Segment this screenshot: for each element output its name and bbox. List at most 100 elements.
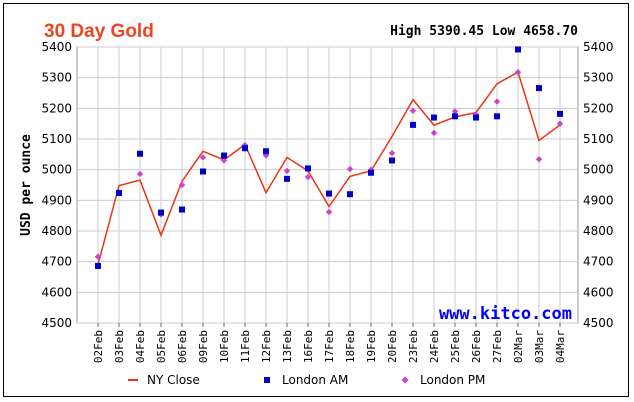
london-pm-point (304, 173, 312, 181)
london-am-point (515, 46, 521, 53)
ny-close-line (97, 70, 561, 265)
x-tick-label: 19Feb (365, 330, 378, 363)
london-pm-point (493, 98, 501, 105)
london-pm-point (388, 149, 396, 157)
y-tick-label-right: 4800 (583, 224, 614, 238)
x-tick-label: 18Feb (344, 330, 357, 363)
london-pm-point (94, 253, 102, 260)
london-am-point (179, 206, 185, 213)
y-tick-label-left: 4500 (41, 316, 72, 330)
x-tick-label: 10Feb (218, 330, 231, 363)
plot-area (76, 46, 579, 324)
london-am-point (389, 157, 395, 164)
y-tick-label-left: 4800 (41, 224, 72, 238)
y-axis-label: USD per ounce (19, 134, 34, 236)
london-pm-point (535, 156, 543, 163)
y-axis-left: 4500 4600 4700 4800 4900 5000 5100 5200 5300 5400 (41, 40, 72, 330)
london-am-point (284, 175, 290, 182)
x-axis: 02Feb 03Feb 04Feb 05Feb 06Feb 09Feb 10Feb 11Feb… (92, 323, 567, 363)
y-tick-label-left: 5000 (41, 163, 72, 177)
x-tick-label: 09Feb (197, 330, 210, 363)
x-tick-label: 12Feb (260, 330, 273, 363)
x-tick-label: 02Mar (512, 330, 525, 363)
london-pm-point (409, 107, 417, 114)
y-tick-label-right: 4600 (583, 285, 614, 299)
london-am-point (326, 190, 332, 197)
legend-london-am-label: London AM (282, 373, 348, 387)
london-am-point (200, 168, 206, 175)
london-am-point (557, 110, 563, 117)
x-tick-label: 03Feb (113, 330, 126, 363)
legend-london-pm-label: London PM (420, 373, 485, 387)
x-tick-label: 06Feb (176, 330, 189, 363)
y-tick-label-right: 5400 (583, 40, 614, 54)
y-tick-label-right: 4700 (583, 255, 614, 269)
y-tick-label-right: 5100 (583, 132, 614, 146)
london-am-point (347, 191, 353, 198)
legend-ny-close-label: NY Close (147, 373, 200, 387)
legend: NY Close London AM London PM (128, 373, 485, 387)
legend-london-am-swatch (264, 377, 270, 383)
london-pm-point (283, 167, 291, 175)
x-tick-label: 27Feb (491, 330, 504, 363)
y-tick-label-left: 5300 (41, 71, 72, 85)
london-pm-point (346, 165, 354, 173)
london-am-point (368, 169, 374, 176)
y-axis-right: 4500 4600 4700 4800 4900 5000 5100 5200 5300 5400 (583, 40, 614, 330)
london-am-point (242, 145, 248, 152)
x-tick-label: 04Mar (554, 330, 567, 363)
london-pm-point (199, 154, 207, 161)
london-am-point (536, 85, 542, 92)
legend-london-pm-swatch (401, 376, 409, 384)
high-low-readout: High 5390.45 Low 4658.70 (390, 24, 578, 39)
london-am-point (494, 113, 500, 120)
y-tick-label-right: 5200 (583, 101, 614, 115)
x-tick-label: 24Feb (428, 330, 441, 363)
london-pm-point (514, 68, 522, 76)
y-tick-label-left: 4600 (41, 285, 72, 299)
london-am-point (95, 262, 101, 269)
london-am-point (137, 150, 143, 157)
london-am-point (116, 189, 122, 196)
london-pm-point (241, 141, 249, 149)
london-pm-point (220, 157, 228, 164)
x-tick-label: 23Feb (407, 330, 420, 363)
y-tick-label-right: 5000 (583, 163, 614, 177)
london-am-point (263, 148, 269, 155)
x-tick-label: 04Feb (134, 330, 147, 363)
london-am-point (221, 152, 227, 159)
y-tick-label-right: 4500 (583, 316, 614, 330)
london-am-point (452, 113, 458, 120)
london-pm-point (262, 152, 270, 159)
x-tick-label: 02Feb (92, 330, 105, 363)
london-pm-point (451, 108, 459, 115)
y-tick-label-right: 4900 (583, 193, 614, 207)
x-tick-label: 25Feb (449, 330, 462, 363)
y-tick-label-left: 5400 (41, 40, 72, 54)
london-am-point (158, 209, 164, 216)
x-tick-label: 11Feb (239, 330, 252, 363)
x-tick-label: 26Feb (470, 330, 483, 363)
y-tick-label-right: 5300 (583, 71, 614, 85)
london-pm-point (325, 208, 333, 216)
y-tick-label-left: 4700 (41, 255, 72, 269)
grid-lines (77, 46, 578, 324)
london-am-point (431, 114, 437, 121)
x-tick-label: 17Feb (323, 330, 336, 363)
chart-title: 30 Day Gold (44, 21, 154, 42)
x-tick-label: 05Feb (155, 330, 168, 363)
london-am-point (305, 165, 311, 172)
y-tick-label-left: 5100 (41, 132, 72, 146)
x-tick-label: 20Feb (386, 330, 399, 363)
x-tick-label: 03Mar (533, 330, 546, 363)
london-am-point (410, 121, 416, 128)
london-am-point (473, 114, 479, 121)
london-pm-point (178, 181, 186, 189)
london-pm-point (556, 120, 564, 127)
y-tick-label-left: 5200 (41, 101, 72, 115)
y-tick-label-left: 4900 (41, 193, 72, 207)
london-pm-point (430, 129, 438, 137)
x-tick-label: 16Feb (302, 330, 315, 363)
series-layer (94, 46, 564, 269)
